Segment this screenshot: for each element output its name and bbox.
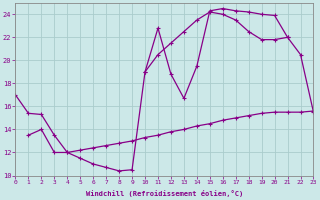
X-axis label: Windchill (Refroidissement éolien,°C): Windchill (Refroidissement éolien,°C) [86, 190, 243, 197]
